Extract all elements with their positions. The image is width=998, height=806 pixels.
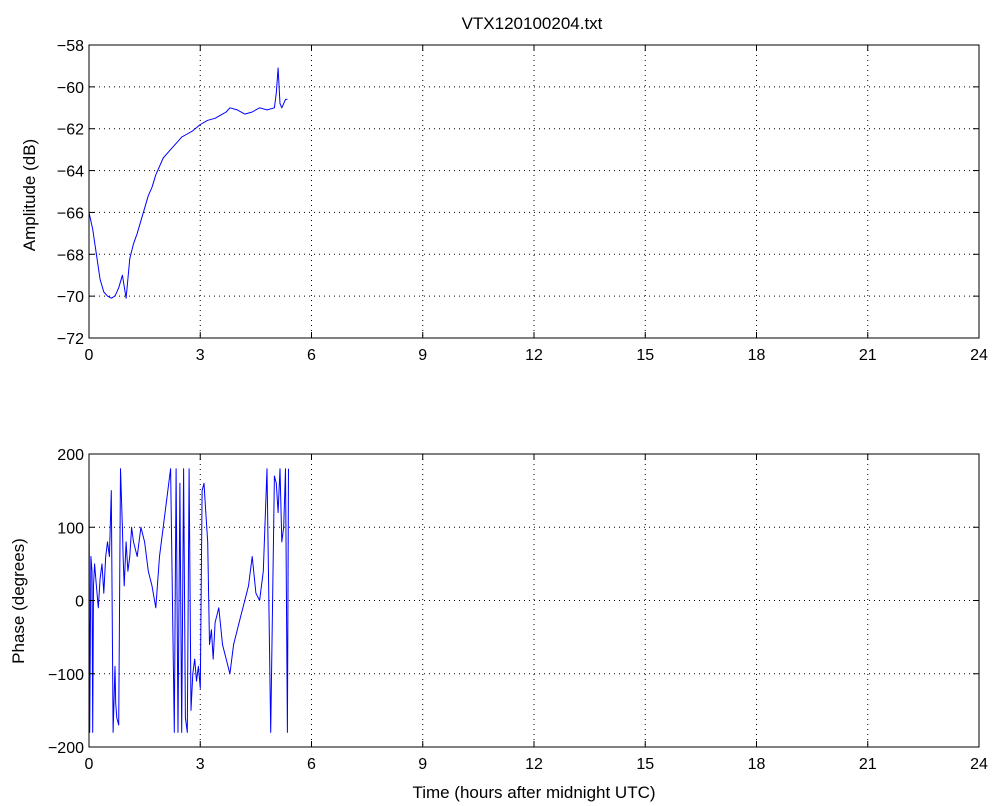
amplitude-x-tick-label: 12 [525, 347, 543, 364]
phase-y-axis-title: Phase (degrees) [9, 538, 28, 664]
amplitude-y-tick-label: −58 [57, 38, 84, 55]
amplitude-y-tick-label: −72 [57, 331, 84, 348]
phase-x-tick-label: 21 [859, 756, 877, 773]
amplitude-y-tick-label: −66 [57, 205, 84, 222]
phase-x-tick-label: 18 [748, 756, 766, 773]
phase-x-tick-label: 3 [196, 756, 205, 773]
amplitude-y-tick-label: −68 [57, 247, 84, 264]
amplitude-y-tick-label: −60 [57, 80, 84, 97]
phase-y-tick-label: −200 [48, 740, 84, 757]
amplitude-x-tick-label: 0 [85, 347, 94, 364]
amplitude-x-tick-label: 24 [970, 347, 988, 364]
amplitude-panel: 0 3 6 9 12 15 18 21 24 −72 −70 −68 −66 −64 −62 −60 −58 [57, 38, 988, 364]
amplitude-y-axis-title: Amplitude (dB) [20, 139, 39, 251]
phase-x-tick-label: 6 [307, 756, 316, 773]
phase-series-line [88, 468, 289, 733]
chart-title: VTX120100204.txt [462, 14, 603, 33]
phase-y-tick-label: 0 [75, 594, 84, 611]
amplitude-y-tick-label: −64 [57, 164, 84, 181]
phase-x-tick-label: 12 [525, 756, 543, 773]
phase-panel: 0 3 6 9 12 15 18 21 24 −200 −100 0 100 200 [48, 447, 988, 773]
phase-x-tick-label: 0 [85, 756, 94, 773]
phase-x-tick-label: 15 [636, 756, 654, 773]
amplitude-y-tick-label: −70 [57, 289, 84, 306]
phase-y-tick-label: 100 [57, 520, 84, 537]
phase-y-tick-label: 200 [57, 447, 84, 464]
amplitude-y-tick-label: −62 [57, 122, 84, 139]
phase-x-tick-label: 9 [418, 756, 427, 773]
amplitude-series-line [88, 67, 288, 299]
phase-x-axis-title: Time (hours after midnight UTC) [412, 783, 655, 802]
phase-y-tick-label: −100 [48, 667, 84, 684]
amplitude-x-tick-label: 21 [859, 347, 877, 364]
amplitude-plot-area [89, 45, 979, 338]
amplitude-x-tick-label: 15 [636, 347, 654, 364]
amplitude-x-tick-label: 6 [307, 347, 316, 364]
amplitude-x-tick-label: 9 [418, 347, 427, 364]
amplitude-x-tick-label: 18 [748, 347, 766, 364]
amplitude-x-tick-label: 3 [196, 347, 205, 364]
phase-x-tick-label: 24 [970, 756, 988, 773]
